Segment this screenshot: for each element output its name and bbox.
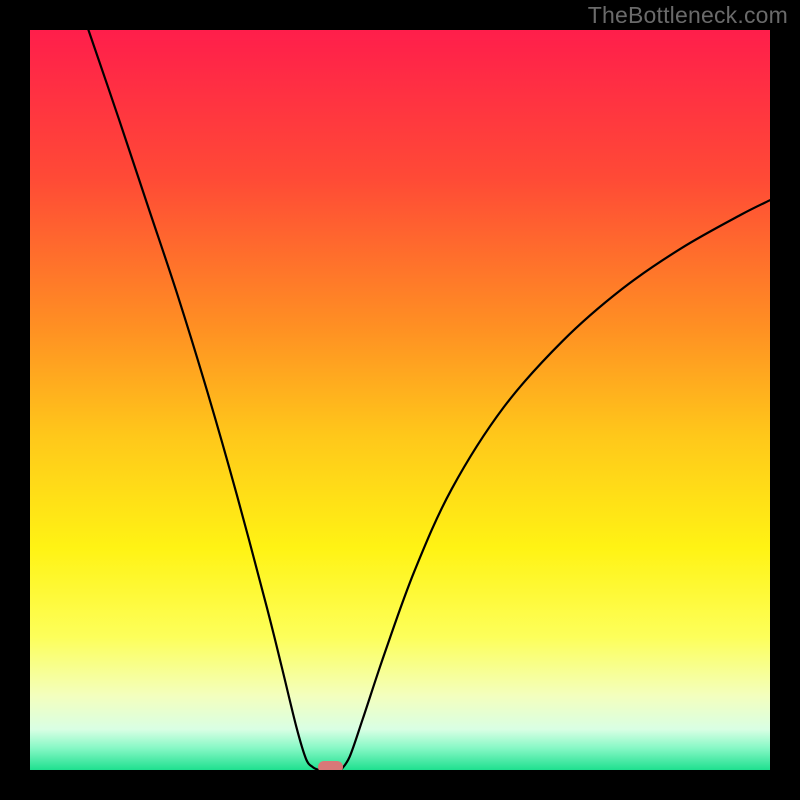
bottleneck-curve [30,30,770,770]
curve-left-branch [88,30,318,770]
chart-frame: TheBottleneck.com [0,0,800,800]
optimal-point-marker [318,761,343,770]
watermark-text: TheBottleneck.com [588,2,788,29]
curve-right-branch [341,200,770,770]
plot-area [30,30,770,770]
